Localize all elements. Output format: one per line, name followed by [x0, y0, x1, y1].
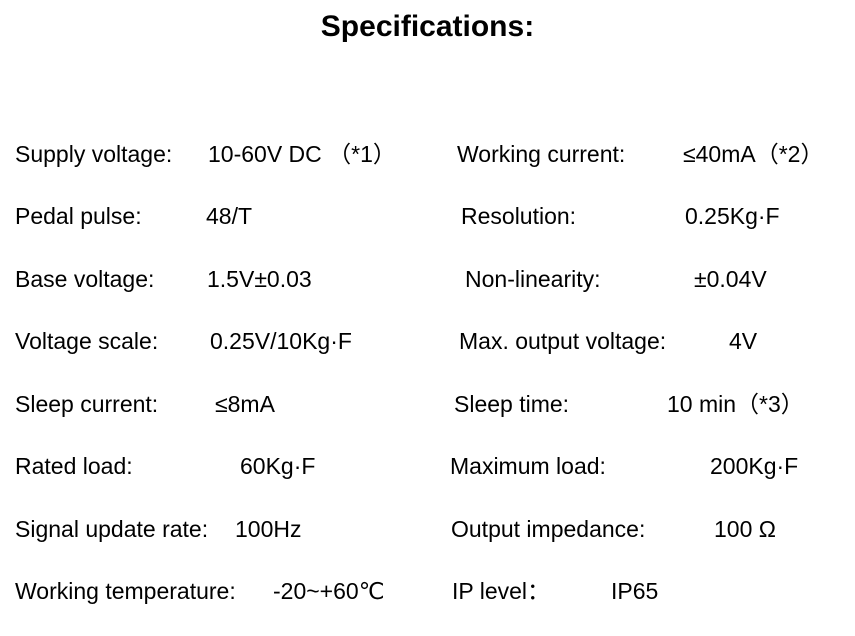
spec-label-sleep-time: Sleep time: — [454, 391, 570, 417]
spec-value-base-voltage: 1.5V±0.03 — [207, 266, 312, 292]
spec-label-non-linearity: Non-linearity: — [465, 266, 601, 292]
spec-label-output-impedance: Output impedance: — [451, 516, 646, 542]
spec-label-max-output-voltage: Max. output voltage: — [459, 328, 667, 354]
spec-value-supply-voltage: 10-60V DC （*1） — [208, 141, 396, 167]
spec-label-maximum-load: Maximum load: — [450, 453, 606, 479]
spec-value-output-impedance: 100 Ω — [714, 516, 776, 542]
spec-value-sleep-current: ≤8mA — [215, 391, 275, 417]
spec-value-pedal-pulse: 48/T — [206, 203, 253, 229]
spec-label-supply-voltage: Supply voltage: — [15, 141, 173, 167]
spec-label-pedal-pulse: Pedal pulse: — [15, 203, 142, 229]
spec-value-maximum-load: 200Kg·F — [710, 453, 799, 479]
page-title: Specifications: — [320, 10, 535, 43]
spec-label-working-temperature: Working temperature: — [15, 578, 236, 604]
spec-value-max-output-voltage: 4V — [729, 328, 758, 354]
spec-label-base-voltage: Base voltage: — [15, 266, 155, 292]
spec-label-resolution: Resolution: — [461, 203, 577, 229]
spec-value-signal-update-rate: 100Hz — [235, 516, 302, 542]
spec-label-voltage-scale: Voltage scale: — [15, 328, 159, 354]
spec-value-resolution: 0.25Kg·F — [685, 203, 780, 229]
spec-label-ip-level: IP level： — [452, 578, 551, 604]
spec-value-voltage-scale: 0.25V/10Kg·F — [210, 328, 352, 354]
spec-label-signal-update-rate: Signal update rate: — [15, 516, 209, 542]
spec-value-ip-level: IP65 — [611, 578, 659, 604]
spec-label-sleep-current: Sleep current: — [15, 391, 159, 417]
spec-label-working-current: Working current: — [457, 141, 626, 167]
spec-value-non-linearity: ±0.04V — [694, 266, 767, 292]
spec-value-working-temperature: -20~+60℃ — [273, 578, 385, 604]
spec-value-sleep-time: 10 min（*3） — [667, 391, 804, 417]
spec-value-rated-load: 60Kg·F — [240, 453, 316, 479]
spec-label-rated-load: Rated load: — [15, 453, 133, 479]
spec-value-working-current: ≤40mA（*2） — [683, 141, 824, 167]
